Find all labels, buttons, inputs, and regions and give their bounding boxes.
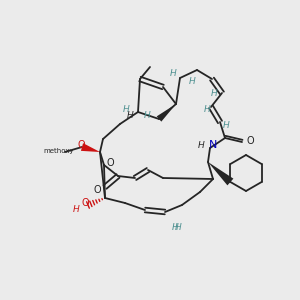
Text: H: H [73, 205, 80, 214]
Text: H: H [144, 110, 150, 119]
Polygon shape [157, 104, 176, 122]
Text: H: H [175, 223, 182, 232]
Polygon shape [81, 143, 100, 152]
Text: O: O [77, 140, 85, 150]
Text: H: H [223, 122, 230, 130]
Text: H: H [123, 106, 129, 115]
Text: O: O [93, 185, 101, 195]
Text: H: H [189, 77, 195, 86]
Text: O: O [246, 136, 254, 146]
Text: methoxy: methoxy [44, 148, 74, 154]
Text: N: N [209, 140, 217, 150]
Text: H: H [198, 142, 204, 151]
Text: H: H [211, 89, 218, 98]
Text: O: O [106, 158, 114, 168]
Text: H: H [172, 223, 178, 232]
Text: H: H [169, 70, 176, 79]
Text: O: O [81, 198, 89, 208]
Text: H: H [204, 106, 210, 115]
Polygon shape [208, 162, 233, 185]
Text: H: H [127, 110, 134, 119]
